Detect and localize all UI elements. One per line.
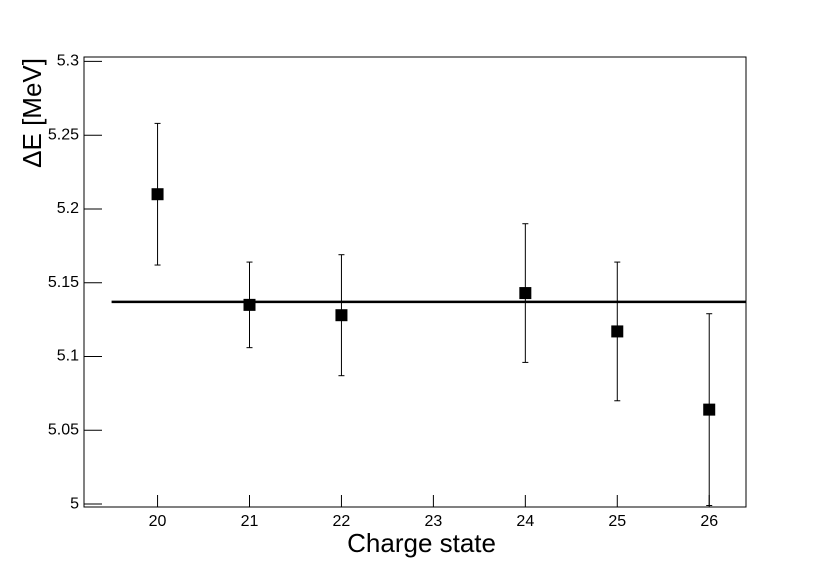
data-point	[243, 298, 256, 311]
x-tick-label: 23	[424, 513, 442, 530]
y-tick-label: 5.25	[48, 126, 79, 143]
y-tick-label: 5.3	[57, 53, 79, 70]
x-tick-label: 22	[333, 513, 351, 530]
plot-frame	[83, 56, 747, 508]
x-tick-label: 21	[241, 513, 259, 530]
y-axis-title: ΔE [MeV]	[17, 58, 47, 168]
x-tick-label: 20	[149, 513, 167, 530]
data-point	[335, 309, 348, 322]
data-point	[151, 188, 164, 201]
data-point	[611, 325, 624, 338]
x-tick-label: 26	[700, 513, 718, 530]
y-tick-label: 5	[70, 495, 79, 512]
x-tick-label: 25	[608, 513, 626, 530]
x-tick-label: 24	[516, 513, 534, 530]
y-tick-label: 5.15	[48, 274, 79, 291]
x-axis-title: Charge state	[347, 528, 496, 558]
y-tick-label: 5.2	[57, 200, 79, 217]
y-tick-label: 5.1	[57, 348, 79, 365]
y-tick-label: 5.05	[48, 421, 79, 438]
data-point	[703, 403, 716, 416]
data-point	[519, 287, 532, 300]
